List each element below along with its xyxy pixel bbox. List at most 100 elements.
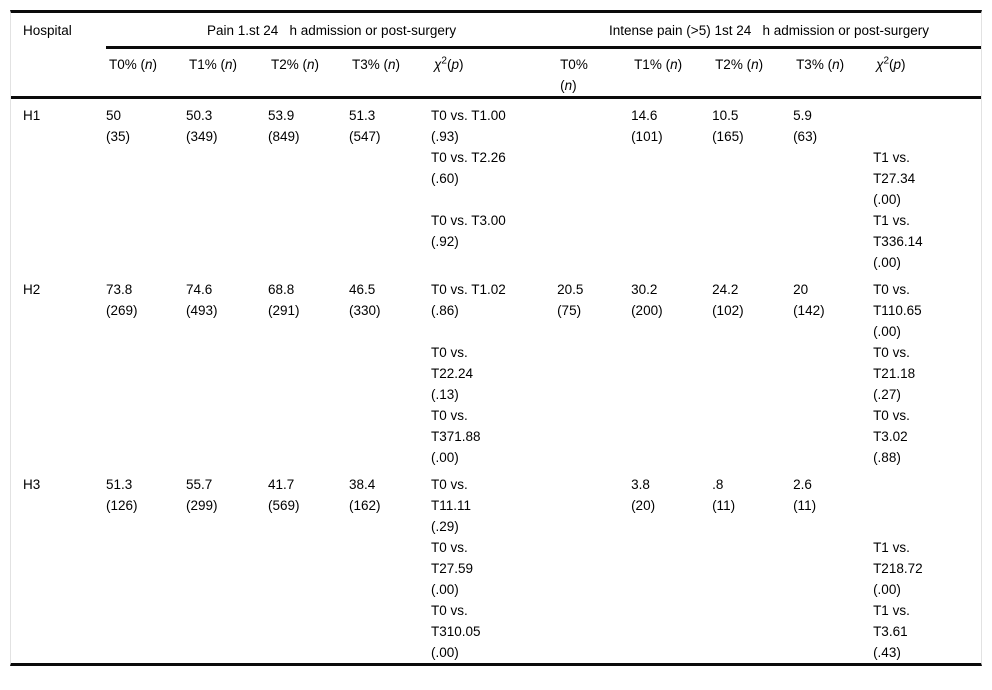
cell-line: (291) xyxy=(268,303,300,318)
cell-line: T11.11 xyxy=(431,498,472,513)
cell-line: 3.8 xyxy=(631,477,650,492)
subheader-intense-chi-square: χ2(p) xyxy=(873,47,981,99)
cell-line: T0 vs. xyxy=(431,603,468,618)
cell-line: T0 vs. xyxy=(873,408,910,423)
cell-line: (.00) xyxy=(431,582,459,597)
cell-line: (849) xyxy=(268,129,300,144)
cell-H3-intense-t0 xyxy=(557,468,631,663)
cell-line: (165) xyxy=(712,129,744,144)
row-label-H3: H3 xyxy=(23,477,41,492)
cell-line xyxy=(873,105,981,126)
cell-line: T0 vs. xyxy=(873,282,910,297)
cell-H3-pain-t2: 41.7 (569) xyxy=(268,468,349,663)
cell-line: 5.9 xyxy=(793,108,812,123)
cell-H1-pain-t0: 50 (35) xyxy=(106,98,186,274)
cell-line: 73.8 xyxy=(106,282,133,297)
cell-line: 10.5 xyxy=(712,108,739,123)
cell-H3-pain-t1: 55.7 (299) xyxy=(186,468,268,663)
cell-line: T371.88 xyxy=(431,429,481,444)
cell-line: T0 vs. T1.02 xyxy=(431,282,506,297)
cell-H1-intense-t3: 5.9 (63) xyxy=(793,98,873,274)
cell-line: (.00) xyxy=(873,582,901,597)
group-header-pain: Pain 1.st 24 h admission or post-surgery xyxy=(106,13,558,49)
cell-line: (.00) xyxy=(873,192,901,207)
cell-line: 55.7 xyxy=(186,477,213,492)
cell-line: (.00) xyxy=(431,450,459,465)
cell-H3-intense-chi: T1 vs. T218.72 (.00) T1 vs. T3.61 (.43) xyxy=(873,468,981,663)
cell-line: 68.8 xyxy=(268,282,295,297)
cell-H1-intense-t1: 14.6 (101) xyxy=(631,98,712,274)
cell-line: 20 xyxy=(793,282,809,297)
cell-line: (269) xyxy=(106,303,138,318)
cell-line: (.60) xyxy=(431,171,459,186)
cell-line: (.00) xyxy=(873,255,901,270)
cell-line: (299) xyxy=(186,498,218,513)
cell-line: (.93) xyxy=(431,129,459,144)
subheader-intense-t0: T0% (n) xyxy=(557,47,632,99)
cell-H3-pain-t0: 51.3 (126) xyxy=(106,468,186,663)
cell-H1-intense-chi: T1 vs. T27.34 (.00) T1 vs. T336.14 (.00) xyxy=(873,98,981,274)
cell-line: .8 xyxy=(712,477,724,492)
cell-line: (330) xyxy=(349,303,381,318)
table-row-H3: H3 51.3 (126) 55.7 (299) 41.7 (569) 38.4 (162) T0… xyxy=(11,468,981,663)
cell-line: T1 vs. xyxy=(873,603,910,618)
cell-line: 20.5 xyxy=(557,282,584,297)
cell-line: (569) xyxy=(268,498,300,513)
cell-H2-pain-t1: 74.6 (493) xyxy=(186,273,268,468)
cell-H1-intense-t2: 10.5 (165) xyxy=(712,98,793,274)
cell-H2-intense-t3: 20 (142) xyxy=(793,273,873,468)
cell-line: (102) xyxy=(712,303,744,318)
cell-line: T3.61 xyxy=(873,624,908,639)
cell-line: 74.6 xyxy=(186,282,213,297)
cell-line xyxy=(431,321,557,342)
cell-H3-pain-t3: 38.4 (162) xyxy=(349,468,431,663)
cell-line: (.88) xyxy=(873,450,901,465)
cell-line: 46.5 xyxy=(349,282,376,297)
cell-line: (349) xyxy=(186,129,218,144)
cell-H2-intense-chi: T0 vs. T110.65 (.00) T0 vs. T21.18 (.27) T0 vs… xyxy=(873,273,981,468)
cell-line: T1 vs. xyxy=(873,540,910,555)
subheader-intense-t3: T3% (n) xyxy=(793,47,874,99)
table-body: H1 50 (35) 50.3 (349) 53.9 (849) 51.3 (547) T0 vs… xyxy=(11,98,981,664)
cell-H3-intense-t1: 3.8 (20) xyxy=(631,468,712,663)
cell-line: (.29) xyxy=(431,519,459,534)
cell-H3-intense-t3: 2.6 (11) xyxy=(793,468,873,663)
cell-line xyxy=(873,126,981,147)
cell-line: (.43) xyxy=(873,645,901,660)
cell-line: T0 vs. xyxy=(431,477,468,492)
cell-H3-intense-t2: .8 (11) xyxy=(712,468,793,663)
cell-line: T0 vs. xyxy=(431,540,468,555)
cell-line: (200) xyxy=(631,303,663,318)
cell-line: (11) xyxy=(793,498,817,513)
cell-line: T3.02 xyxy=(873,429,908,444)
cell-line xyxy=(873,516,981,537)
cell-line: T218.72 xyxy=(873,561,923,576)
group-header-intense-pain: Intense pain (>5) 1st 24 h admission or … xyxy=(557,13,981,49)
cell-line: T0 vs. T1.00 xyxy=(431,108,506,123)
row-label-H2: H2 xyxy=(23,282,41,297)
row-label-H1: H1 xyxy=(23,108,41,123)
cell-H1-pain-t2: 53.9 (849) xyxy=(268,98,349,274)
cell-line: 30.2 xyxy=(631,282,658,297)
cell-line: 53.9 xyxy=(268,108,295,123)
cell-line xyxy=(431,189,557,210)
cell-line: T336.14 xyxy=(873,234,923,249)
cell-line: 50 xyxy=(106,108,122,123)
cell-line: T0 vs. xyxy=(431,408,468,423)
group-header-row: Hospital Pain 1.st 24 h admission or pos… xyxy=(11,13,981,99)
cell-line: T310.05 xyxy=(431,624,481,639)
cell-H1-pain-t3: 51.3 (547) xyxy=(349,98,431,274)
table-row-H1: H1 50 (35) 50.3 (349) 53.9 (849) 51.3 (547) T0 vs… xyxy=(11,98,981,274)
table-row-H2: H2 73.8 (269) 74.6 (493) 68.8 (291) 46.5 (330) T0… xyxy=(11,273,981,468)
cell-line xyxy=(873,495,981,516)
cell-H2-intense-t2: 24.2 (102) xyxy=(712,273,793,468)
cell-line: 41.7 xyxy=(268,477,295,492)
subheader-intense-t1: T1% (n) xyxy=(631,47,713,99)
cell-line: (493) xyxy=(186,303,218,318)
cell-line: (35) xyxy=(106,129,131,144)
pain-statistics-table: Hospital Pain 1.st 24 h admission or pos… xyxy=(11,13,981,663)
cell-line: 2.6 xyxy=(793,477,812,492)
cell-line: T110.65 xyxy=(873,303,922,318)
cell-H2-intense-t0: 20.5 (75) xyxy=(557,273,631,468)
cell-line: (547) xyxy=(349,129,381,144)
